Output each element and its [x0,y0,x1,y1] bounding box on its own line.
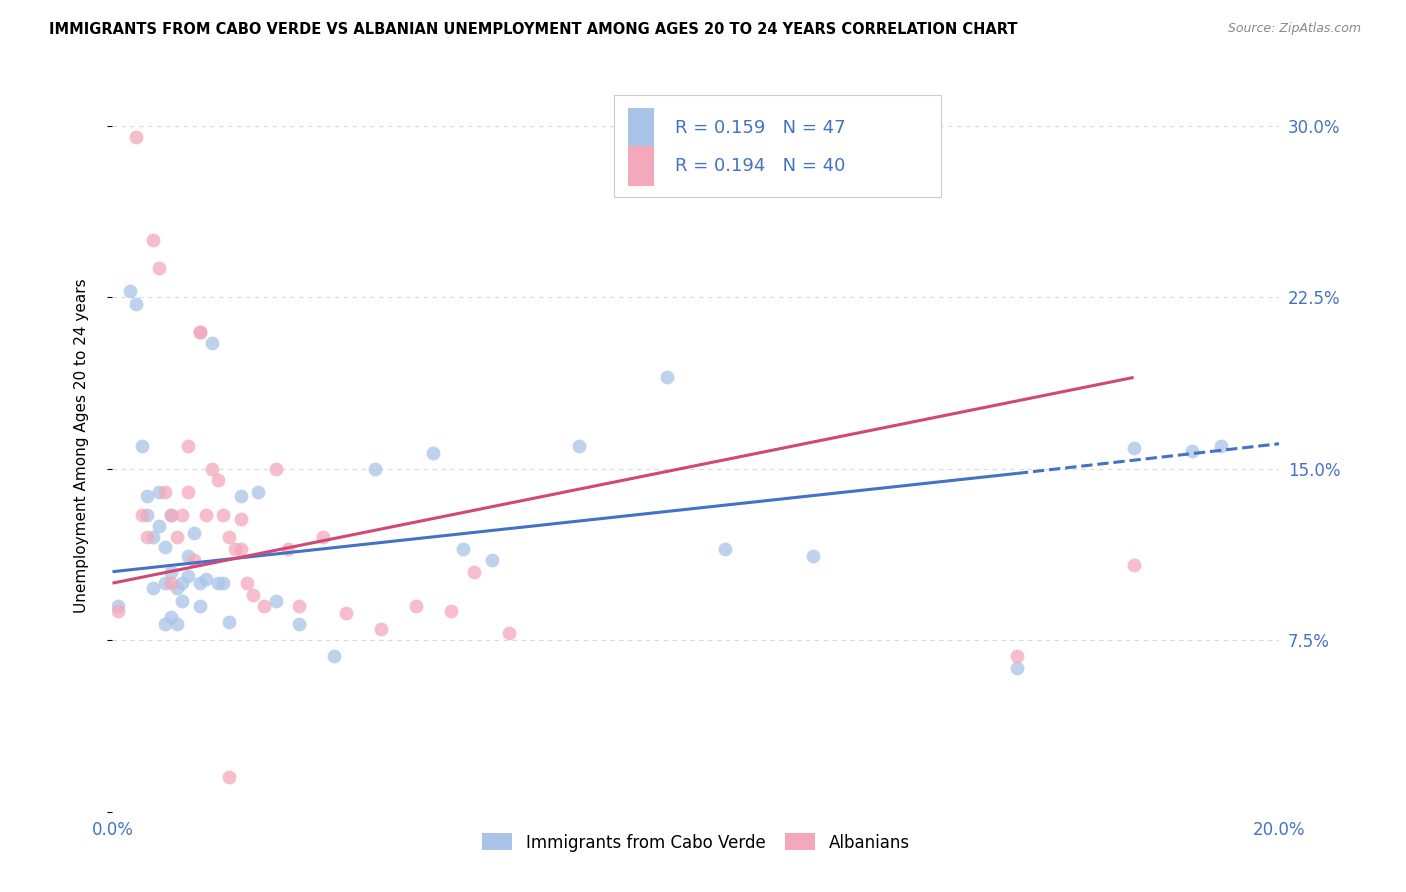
Point [153,617,176,632]
Point [229,541,252,556]
Point [1005,661,1028,675]
Point [160,610,183,624]
Point [172,576,194,591]
Point [183,553,205,567]
Bar [628,108,654,148]
Point [136,530,159,544]
Point [142,530,165,544]
FancyBboxPatch shape [614,95,941,197]
Point [166,617,188,632]
Point [276,541,298,556]
Point [235,576,257,591]
Point [463,565,485,579]
Point [212,508,235,522]
Point [142,233,165,247]
Point [107,604,129,618]
Point [288,599,311,613]
Point [136,489,159,503]
Point [207,473,229,487]
Point [194,508,217,522]
Point [229,489,252,503]
Y-axis label: Unemployment Among Ages 20 to 24 years: Unemployment Among Ages 20 to 24 years [75,278,89,614]
Point [177,549,200,563]
Point [131,439,153,453]
Bar [628,146,654,186]
Point [655,370,678,384]
Point [107,599,129,613]
Point [125,297,148,311]
Point [153,576,176,591]
Point [177,484,200,499]
Point [311,530,333,544]
Point [172,508,194,522]
Point [188,325,211,339]
Legend: Immigrants from Cabo Verde, Albanians: Immigrants from Cabo Verde, Albanians [475,827,917,858]
Point [481,553,503,567]
Point [148,484,170,499]
Point [335,606,357,620]
Point [194,572,217,586]
Point [714,541,737,556]
Point [224,541,246,556]
Point [166,530,188,544]
Point [1005,649,1028,664]
Point [153,540,176,554]
Point [422,446,444,460]
Point [247,484,270,499]
Point [160,508,183,522]
Point [153,484,176,499]
Text: R = 0.159   N = 47: R = 0.159 N = 47 [675,120,845,137]
Point [1122,558,1144,572]
Point [288,617,311,632]
Point [188,576,211,591]
Point [160,565,183,579]
Text: Source: ZipAtlas.com: Source: ZipAtlas.com [1227,22,1361,36]
Point [218,615,240,629]
Point [188,325,211,339]
Point [370,622,392,636]
Point [218,771,240,785]
Point [405,599,427,613]
Point [136,508,159,522]
Text: R = 0.194   N = 40: R = 0.194 N = 40 [675,157,845,175]
Point [183,525,205,540]
Point [142,581,165,595]
Point [207,576,229,591]
Point [1209,439,1232,453]
Point [242,588,264,602]
Point [264,462,287,476]
Point [212,576,235,591]
Point [451,541,474,556]
Point [568,439,591,453]
Point [160,576,183,591]
Point [172,594,194,608]
Text: IMMIGRANTS FROM CABO VERDE VS ALBANIAN UNEMPLOYMENT AMONG AGES 20 TO 24 YEARS CO: IMMIGRANTS FROM CABO VERDE VS ALBANIAN U… [49,22,1018,37]
Point [131,508,153,522]
Point [118,284,141,298]
Point [498,626,520,640]
Point [177,439,200,453]
Point [440,604,463,618]
Point [148,260,170,275]
Point [1181,443,1204,458]
Point [264,594,287,608]
Point [364,462,387,476]
Point [160,508,183,522]
Point [177,569,200,583]
Point [188,599,211,613]
Point [201,336,224,351]
Point [801,549,824,563]
Point [253,599,276,613]
Point [148,519,170,533]
Point [218,530,240,544]
Point [201,462,224,476]
Point [229,512,252,526]
Point [1122,442,1144,456]
Point [166,581,188,595]
Point [323,649,346,664]
Point [125,130,148,145]
